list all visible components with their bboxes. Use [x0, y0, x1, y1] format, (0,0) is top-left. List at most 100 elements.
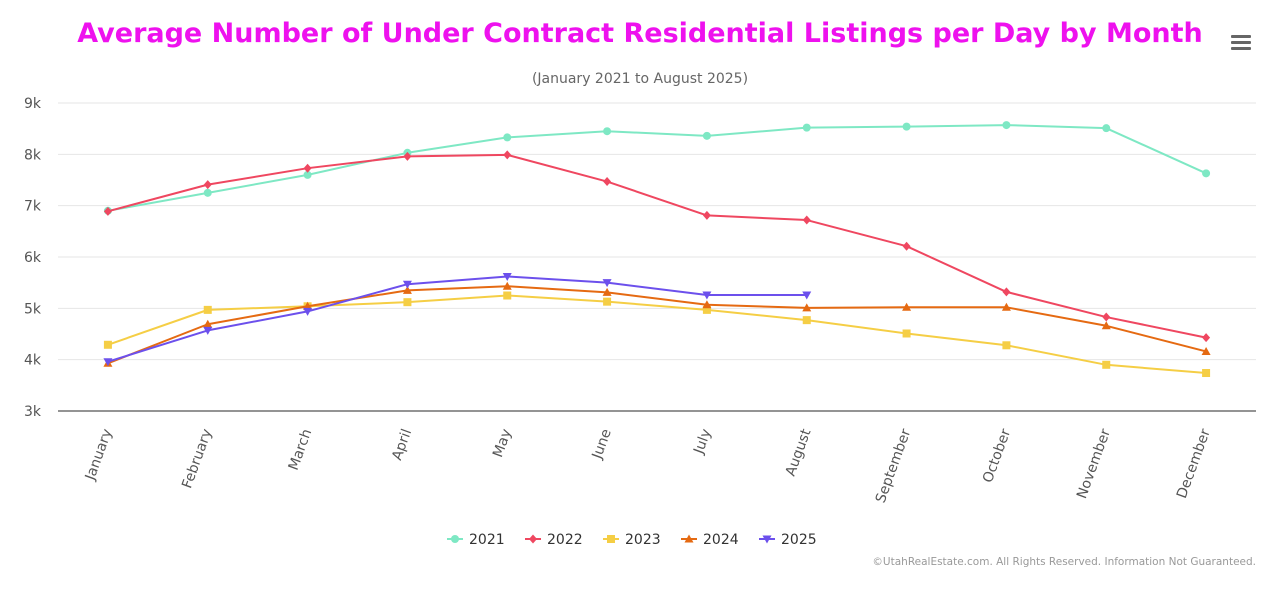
data-point-2023[interactable] [203, 305, 212, 314]
data-point-2024[interactable] [902, 302, 912, 311]
data-point-2024[interactable] [303, 301, 313, 310]
data-point-2023[interactable] [1002, 341, 1011, 350]
data-point-2025[interactable] [402, 280, 412, 289]
data-point-2024[interactable] [502, 281, 512, 290]
hamburger-menu-icon[interactable] [1228, 32, 1254, 56]
credits-text: ©UtahRealEstate.com. All Rights Reserved… [872, 556, 1256, 568]
data-point-2022[interactable] [303, 163, 312, 173]
series-line-2022[interactable] [107, 153, 1207, 339]
data-point-2022[interactable] [702, 210, 711, 220]
data-point-2025[interactable] [802, 291, 812, 300]
legend-marker[interactable] [529, 534, 537, 544]
data-point-2022[interactable] [802, 215, 811, 225]
data-point-2021[interactable] [1002, 121, 1011, 130]
legend-item-2022[interactable]: 2022 [525, 532, 583, 548]
y-axis: 3k 4k 5k 6k 7k 8k 9k [24, 96, 42, 420]
x-tick-label: July [691, 427, 715, 457]
data-point-2022[interactable] [103, 206, 112, 216]
series-group [103, 121, 1211, 378]
data-point-2025[interactable] [303, 307, 313, 316]
series-line-2025[interactable] [107, 275, 807, 363]
data-point-2025[interactable] [602, 279, 612, 288]
data-point-2025[interactable] [103, 358, 113, 367]
data-point-2024[interactable] [1101, 321, 1111, 330]
data-point-2022[interactable] [1002, 287, 1011, 297]
data-point-2021[interactable] [203, 188, 212, 197]
legend-label: 2024 [703, 532, 739, 548]
x-axis: January February March April May June July Augu… [58, 410, 1256, 505]
data-point-2024[interactable] [402, 285, 412, 294]
data-point-2024[interactable] [1001, 302, 1011, 311]
series-line-2021[interactable] [107, 124, 1207, 212]
data-point-2021[interactable] [702, 131, 711, 140]
data-point-2024[interactable] [802, 303, 812, 312]
data-point-2021[interactable] [603, 127, 612, 136]
y-tick-label: 3k [24, 404, 42, 420]
data-point-2022[interactable] [902, 241, 911, 251]
data-point-2023[interactable] [902, 329, 911, 338]
x-tick-label: February [179, 427, 215, 491]
data-point-2024[interactable] [203, 319, 213, 328]
x-tick-label: January [82, 427, 116, 483]
legend-item-2025[interactable]: 2025 [759, 532, 817, 548]
data-point-2022[interactable] [203, 180, 212, 190]
legend-item-2021[interactable]: 2021 [447, 532, 505, 548]
data-point-2021[interactable] [303, 170, 312, 179]
data-point-2021[interactable] [503, 133, 512, 142]
data-point-2023[interactable] [1102, 360, 1111, 369]
data-point-2021[interactable] [802, 123, 811, 132]
data-point-2022[interactable] [403, 151, 412, 161]
data-point-2023[interactable] [603, 297, 612, 306]
data-point-2022[interactable] [1202, 333, 1211, 343]
x-tick-label: April [389, 427, 415, 463]
data-point-2023[interactable] [1202, 369, 1211, 378]
data-point-2022[interactable] [603, 177, 612, 187]
data-point-2021[interactable] [902, 122, 911, 131]
y-tick-label: 7k [24, 199, 42, 215]
series-2022 [103, 150, 1211, 343]
x-tick-label: March [286, 427, 316, 473]
data-point-2025[interactable] [502, 273, 512, 282]
data-point-2023[interactable] [403, 298, 412, 307]
data-point-2021[interactable] [1202, 169, 1211, 178]
legend-marker[interactable] [762, 535, 772, 544]
series-2025 [103, 273, 812, 367]
y-tick-label: 5k [24, 301, 42, 317]
x-tick-label: August [783, 426, 815, 478]
legend-label: 2023 [625, 532, 661, 548]
series-line-2023[interactable] [107, 294, 1207, 375]
x-tick-label: November [1074, 427, 1114, 501]
series-2021 [103, 121, 1211, 215]
data-point-2022[interactable] [503, 150, 512, 160]
y-tick-label: 8k [24, 147, 42, 163]
data-point-2025[interactable] [702, 291, 712, 300]
data-point-2024[interactable] [1201, 346, 1211, 355]
x-tick-label: June [589, 427, 615, 462]
data-point-2022[interactable] [1102, 312, 1111, 322]
chart-title: Average Number of Under Contract Residen… [77, 18, 1203, 49]
legend-label: 2022 [547, 532, 583, 548]
y-tick-label: 6k [24, 250, 42, 266]
legend-item-2024[interactable]: 2024 [681, 532, 739, 548]
legend-marker[interactable] [451, 535, 459, 543]
series-2023 [103, 291, 1211, 378]
legend-item-2023[interactable]: 2023 [603, 532, 661, 548]
y-tick-label: 9k [24, 96, 42, 112]
data-point-2023[interactable] [802, 316, 811, 325]
menu-bar [1231, 35, 1251, 38]
data-point-2024[interactable] [702, 300, 712, 309]
legend-label: 2025 [781, 532, 817, 548]
data-point-2023[interactable] [503, 291, 512, 300]
series-line-2024[interactable] [107, 285, 1207, 365]
legend: 2021 2022 2023 2024 2025 [447, 532, 817, 548]
data-point-2021[interactable] [1102, 124, 1111, 133]
data-point-2023[interactable] [103, 340, 112, 349]
data-point-2024[interactable] [602, 287, 612, 296]
series-2024 [103, 281, 1211, 367]
legend-marker[interactable] [684, 534, 694, 543]
x-tick-label: October [980, 427, 1014, 485]
legend-marker[interactable] [607, 535, 615, 543]
data-point-2025[interactable] [203, 326, 213, 335]
data-point-2023[interactable] [702, 305, 711, 314]
